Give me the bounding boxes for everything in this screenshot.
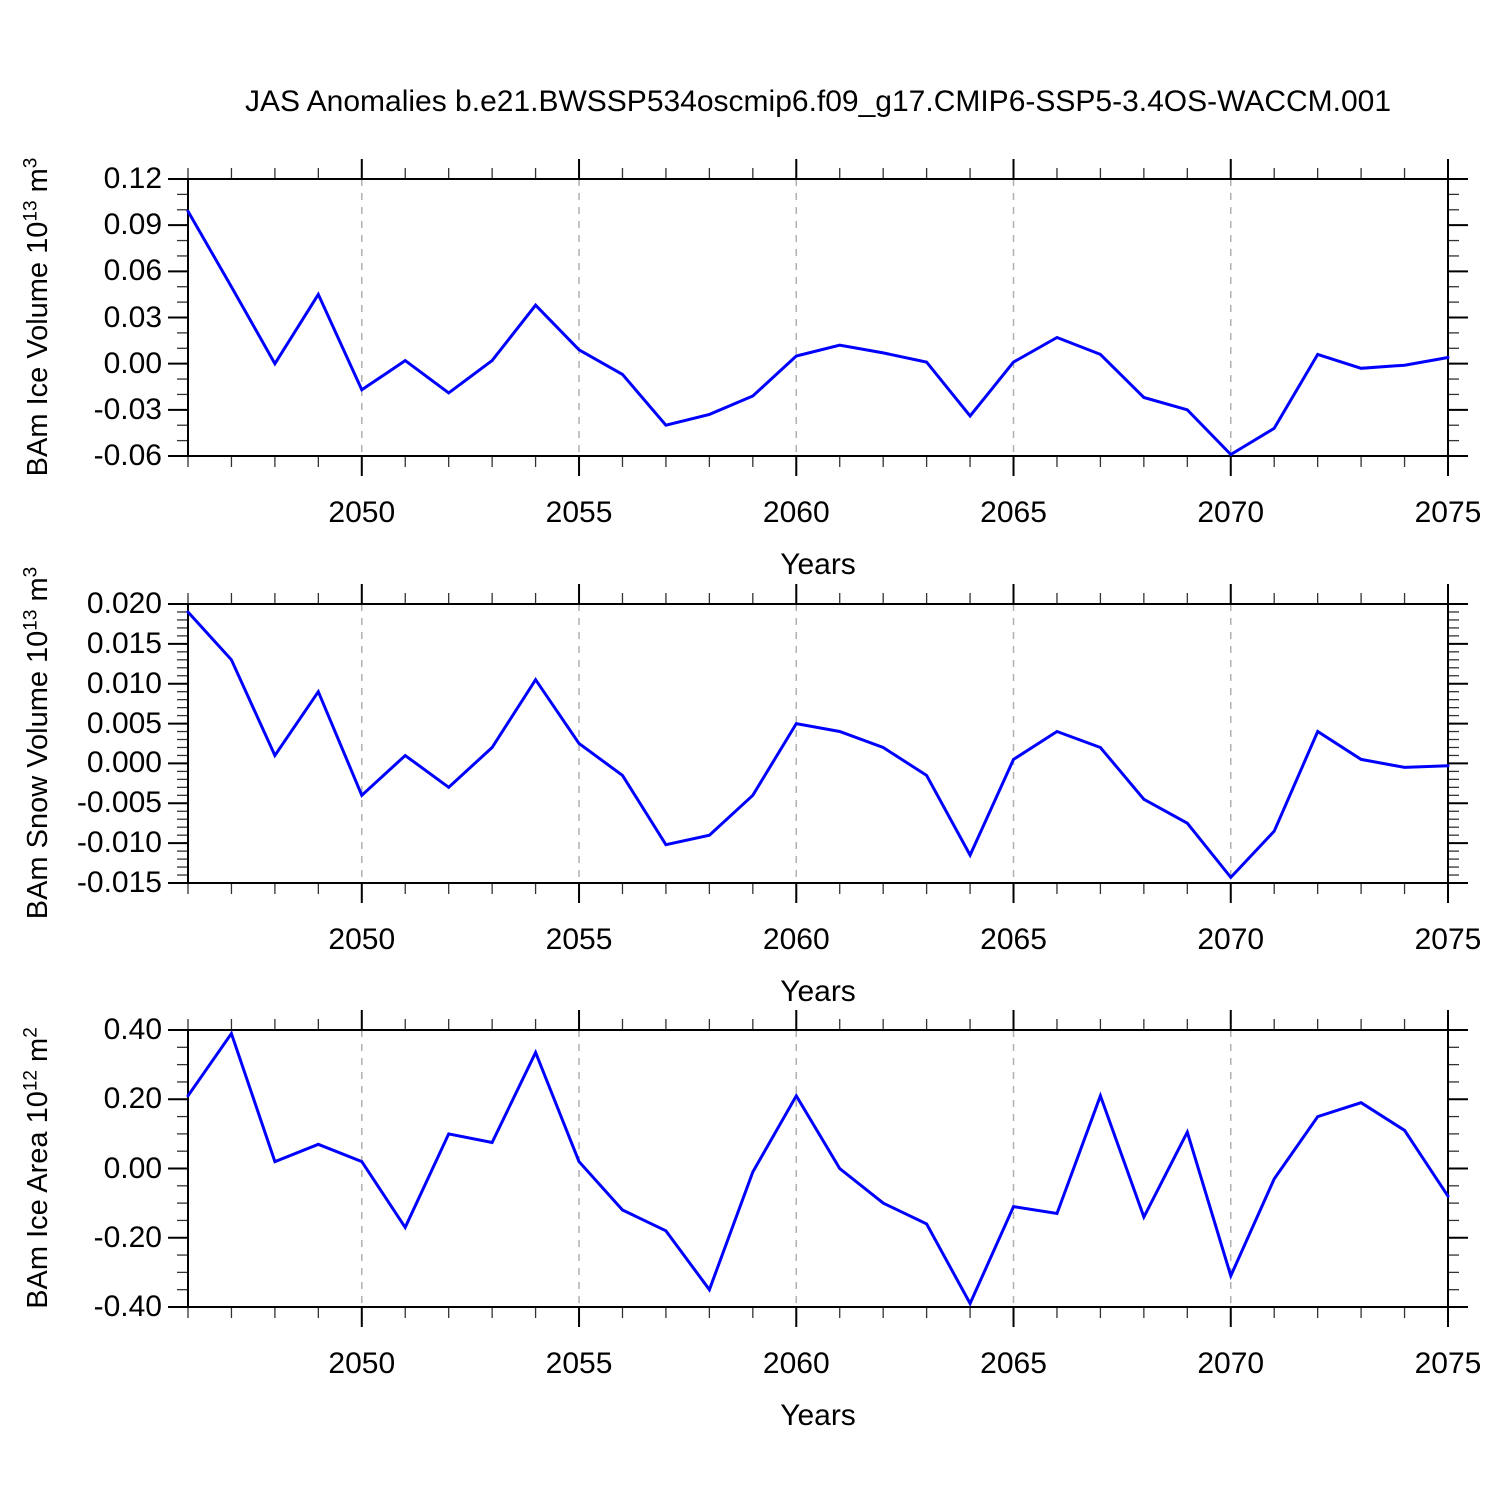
- chart-title: JAS Anomalies b.e21.BWSSP534oscmip6.f09_…: [244, 85, 1392, 118]
- x-axis-title: Years: [780, 975, 856, 1008]
- y-tick-label: 0.40: [103, 1013, 162, 1046]
- x-tick-label: 2070: [1197, 496, 1265, 529]
- y-tick-label: 0.000: [86, 746, 162, 780]
- y-tick-label: -0.06: [93, 439, 162, 472]
- x-tick-label: 2055: [545, 496, 613, 529]
- y-tick-label: 0.20: [103, 1082, 162, 1116]
- y-tick-label: 0.00: [103, 1151, 162, 1185]
- y-tick-label: -0.20: [93, 1220, 162, 1254]
- y-tick-label: 0.010: [86, 666, 162, 700]
- x-tick-label: 2075: [1414, 496, 1482, 529]
- x-axis-title: Years: [780, 548, 856, 581]
- x-tick-label: 2050: [328, 496, 396, 529]
- x-axis-title: Years: [780, 1399, 856, 1432]
- x-tick-label: 2055: [545, 1347, 613, 1380]
- x-tick-label: 2060: [762, 496, 830, 529]
- x-tick-label: 2065: [980, 1347, 1047, 1380]
- x-tick-label: 2050: [328, 1347, 396, 1380]
- x-tick-label: 2070: [1197, 923, 1265, 956]
- y-tick-label: 0.12: [103, 162, 162, 195]
- y-tick-label: -0.015: [76, 866, 162, 899]
- x-tick-label: 2065: [980, 496, 1047, 529]
- y-tick-label: 0.015: [86, 626, 162, 660]
- x-tick-label: 2075: [1414, 923, 1482, 956]
- y-tick-label: 0.06: [103, 254, 162, 288]
- x-tick-label: 2075: [1414, 1347, 1482, 1380]
- x-tick-label: 2070: [1197, 1347, 1265, 1380]
- y-tick-label: 0.00: [103, 346, 162, 380]
- y-tick-label: 0.09: [103, 208, 162, 242]
- y-tick-label: 0.005: [86, 706, 162, 740]
- y-tick-label: 0.03: [103, 300, 162, 334]
- x-tick-label: 2065: [980, 923, 1047, 956]
- x-tick-label: 2060: [762, 1347, 830, 1380]
- x-tick-label: 2055: [545, 923, 613, 956]
- panel2-y-axis-label-unit-exponent: 3: [20, 566, 42, 578]
- y-tick-label: -0.010: [76, 826, 162, 860]
- y-tick-label: -0.005: [76, 786, 162, 820]
- y-tick-label: 0.020: [86, 587, 162, 620]
- x-tick-label: 2060: [762, 923, 830, 956]
- x-tick-label: 2050: [328, 923, 396, 956]
- panel3-y-axis-label-text: BAm Ice Area 10: [22, 1091, 54, 1309]
- y-tick-label: -0.03: [93, 392, 162, 426]
- y-tick-label: -0.40: [93, 1290, 162, 1323]
